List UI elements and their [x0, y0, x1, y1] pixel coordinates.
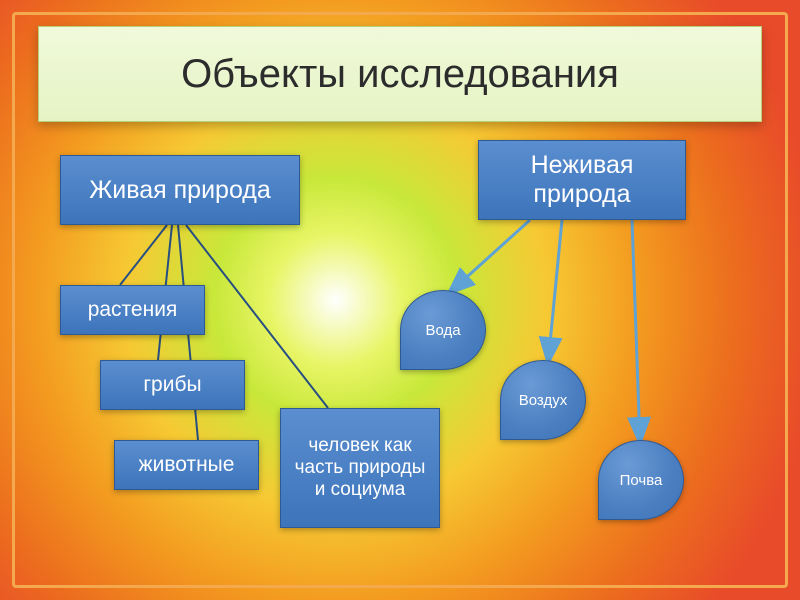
node-animals: животные [114, 440, 259, 490]
node-soil: Почва [598, 440, 684, 520]
title-box: Объекты исследования [38, 26, 762, 122]
node-label: Вода [425, 322, 460, 339]
node-human: человек как часть природы и социума [280, 408, 440, 528]
node-nonliving-nature: Неживая природа [478, 140, 686, 220]
node-label: человек как часть природы и социума [287, 435, 433, 501]
node-label: Почва [620, 472, 663, 489]
node-label: грибы [143, 373, 201, 397]
node-label: Неживая природа [479, 151, 685, 209]
node-label: растения [88, 298, 178, 322]
node-label: Живая природа [89, 176, 271, 205]
node-label: животные [139, 453, 235, 477]
node-water: Вода [400, 290, 486, 370]
node-air: Воздух [500, 360, 586, 440]
node-live-nature: Живая природа [60, 155, 300, 225]
node-label: Воздух [519, 392, 567, 409]
node-fungi: грибы [100, 360, 245, 410]
node-plants: растения [60, 285, 205, 335]
title-text: Объекты исследования [181, 52, 619, 97]
